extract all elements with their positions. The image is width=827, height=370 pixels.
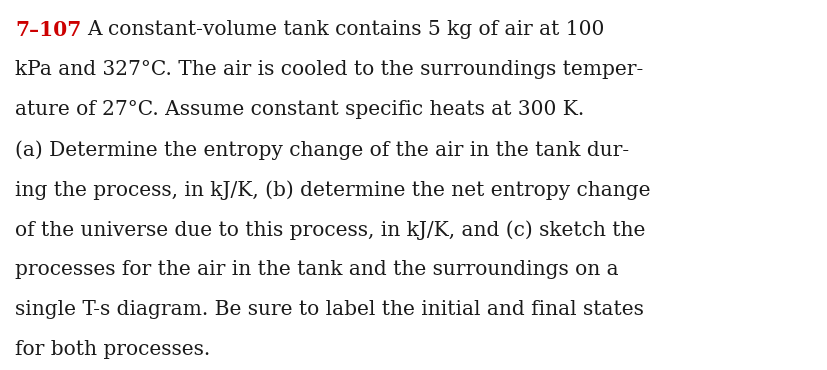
- Text: for both processes.: for both processes.: [15, 340, 210, 359]
- Text: single T-s diagram. Be sure to label the initial and final states: single T-s diagram. Be sure to label the…: [15, 300, 643, 319]
- Text: ature of 27°C. Assume constant specific heats at 300 K.: ature of 27°C. Assume constant specific …: [15, 100, 584, 119]
- Text: A constant-volume tank contains 5 kg of air at 100: A constant-volume tank contains 5 kg of …: [87, 20, 604, 39]
- Text: of the universe due to this process, in kJ/K, and (c) sketch the: of the universe due to this process, in …: [15, 220, 644, 240]
- Text: ing the process, in kJ/K, (b) determine the net entropy change: ing the process, in kJ/K, (b) determine …: [15, 180, 650, 200]
- Text: kPa and 327°C. The air is cooled to the surroundings temper-: kPa and 327°C. The air is cooled to the …: [15, 60, 643, 79]
- Text: (a) Determine the entropy change of the air in the tank dur-: (a) Determine the entropy change of the …: [15, 140, 629, 160]
- Text: 7–107: 7–107: [15, 20, 81, 40]
- Text: processes for the air in the tank and the surroundings on a: processes for the air in the tank and th…: [15, 260, 618, 279]
